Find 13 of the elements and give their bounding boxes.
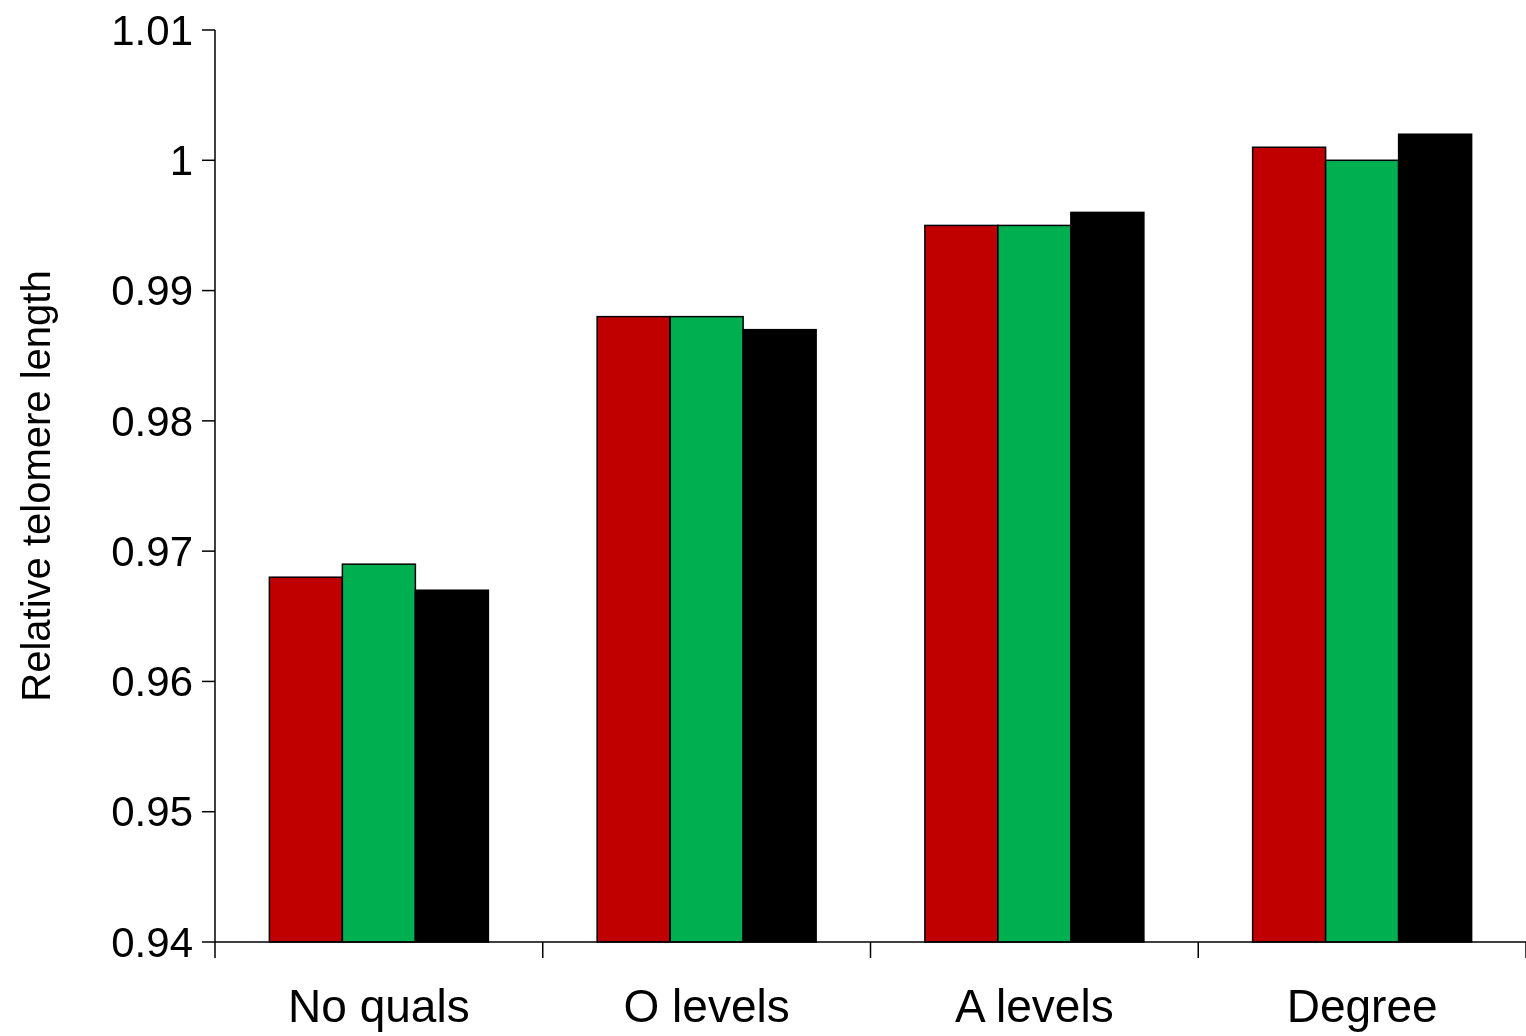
y-tick-label: 0.99 <box>111 267 193 315</box>
y-tick-label: 0.96 <box>111 658 193 706</box>
x-tick-label: A levels <box>955 980 1114 1032</box>
x-tick-label: No quals <box>288 980 470 1032</box>
y-axis-title: Relative telomere length <box>14 270 58 702</box>
y-tick-label: 0.94 <box>111 918 193 966</box>
y-tick-label: 0.98 <box>111 397 193 445</box>
y-tick-label: 1 <box>169 136 193 184</box>
y-tick-label: 0.97 <box>111 527 193 575</box>
x-tick-label: O levels <box>623 980 790 1032</box>
y-tick-label: 1.01 <box>111 6 193 54</box>
x-tick-label: Degree <box>1286 980 1438 1032</box>
y-tick-label: 0.95 <box>111 788 193 836</box>
